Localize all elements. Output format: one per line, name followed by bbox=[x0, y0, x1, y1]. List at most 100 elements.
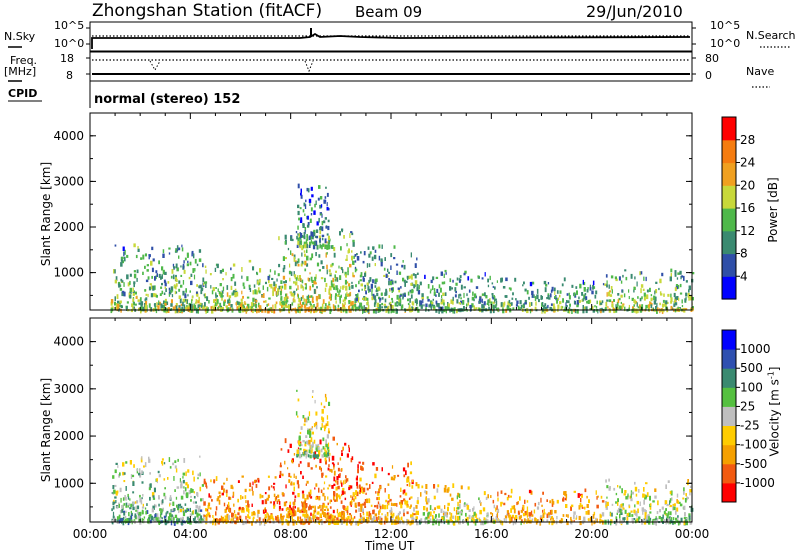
data-cell bbox=[297, 303, 300, 308]
data-cell bbox=[582, 298, 584, 302]
data-cell bbox=[248, 508, 250, 514]
data-cell bbox=[412, 273, 415, 276]
data-cell bbox=[528, 489, 532, 494]
data-cell bbox=[114, 301, 116, 306]
data-cell bbox=[275, 301, 278, 305]
data-cell bbox=[320, 213, 322, 216]
velocity-ylabel: Slant Range [km] bbox=[39, 377, 53, 483]
data-cell bbox=[338, 265, 340, 269]
data-cell bbox=[380, 258, 383, 263]
data-cell bbox=[607, 520, 610, 525]
data-cell bbox=[315, 282, 317, 285]
data-cell bbox=[249, 288, 252, 292]
data-cell bbox=[337, 512, 340, 518]
data-cell bbox=[302, 521, 305, 526]
data-cell bbox=[318, 496, 321, 501]
data-cell bbox=[690, 507, 693, 513]
data-cell bbox=[547, 513, 551, 518]
data-cell bbox=[304, 253, 306, 257]
data-cell bbox=[597, 309, 599, 314]
data-cell bbox=[175, 496, 178, 500]
data-cell bbox=[376, 302, 379, 307]
data-cell bbox=[350, 520, 353, 526]
data-cell bbox=[548, 521, 551, 525]
data-cell bbox=[557, 304, 560, 309]
data-cell bbox=[503, 502, 506, 506]
data-cell bbox=[137, 299, 140, 302]
data-cell bbox=[491, 282, 494, 285]
data-cell bbox=[677, 515, 679, 518]
colorbar-tick-label: 4 bbox=[740, 269, 748, 283]
data-cell bbox=[613, 299, 615, 302]
data-cell bbox=[291, 515, 293, 520]
data-cell bbox=[641, 519, 645, 523]
data-cell bbox=[191, 489, 194, 493]
data-cell bbox=[587, 287, 589, 290]
data-cell bbox=[117, 465, 119, 468]
data-cell bbox=[667, 511, 670, 516]
data-cell bbox=[632, 306, 635, 310]
data-cell bbox=[393, 475, 396, 479]
data-cell bbox=[531, 281, 535, 285]
data-cell bbox=[322, 492, 325, 497]
data-cell bbox=[171, 514, 173, 518]
data-cell bbox=[314, 308, 318, 313]
data-cell bbox=[165, 309, 168, 314]
data-cell bbox=[676, 519, 678, 523]
data-cell bbox=[255, 479, 258, 483]
data-cell bbox=[273, 501, 276, 506]
data-cell bbox=[324, 277, 326, 283]
data-cell bbox=[486, 519, 489, 524]
data-cell bbox=[241, 496, 244, 499]
data-cell bbox=[276, 500, 279, 505]
data-cell bbox=[270, 485, 273, 488]
data-cell bbox=[179, 509, 182, 513]
data-cell bbox=[309, 257, 313, 261]
data-cell bbox=[112, 505, 115, 510]
data-cell bbox=[262, 518, 265, 522]
data-cell bbox=[232, 491, 235, 497]
data-cell bbox=[416, 306, 419, 311]
data-cell bbox=[297, 183, 300, 189]
data-cell bbox=[397, 287, 400, 290]
data-cell bbox=[666, 513, 668, 517]
data-cell bbox=[171, 516, 174, 521]
data-cell bbox=[396, 503, 398, 507]
data-cell bbox=[640, 288, 642, 294]
data-cell bbox=[508, 513, 510, 518]
data-cell bbox=[173, 521, 176, 526]
data-cell bbox=[310, 449, 313, 454]
data-cell bbox=[483, 301, 486, 306]
ytick-label: 2000 bbox=[53, 429, 84, 443]
data-cell bbox=[333, 286, 335, 290]
data-cell bbox=[307, 307, 310, 312]
data-cell bbox=[502, 302, 505, 308]
data-cell bbox=[661, 506, 664, 510]
data-cell bbox=[375, 309, 377, 314]
data-cell bbox=[184, 503, 187, 506]
data-cell bbox=[158, 300, 160, 304]
data-cell bbox=[310, 207, 313, 212]
data-cell bbox=[642, 288, 645, 291]
data-cell bbox=[544, 287, 547, 293]
data-cell bbox=[182, 290, 185, 296]
data-cell bbox=[614, 276, 617, 280]
data-cell bbox=[294, 511, 297, 516]
data-cell bbox=[305, 451, 308, 455]
data-cell bbox=[522, 505, 525, 510]
data-cell bbox=[466, 516, 469, 521]
data-cell bbox=[119, 288, 123, 291]
data-cell bbox=[359, 477, 362, 482]
colorbar-tick-label: 1000 bbox=[740, 342, 771, 356]
data-cell bbox=[128, 503, 130, 507]
data-cell bbox=[281, 520, 284, 526]
data-cell bbox=[148, 257, 150, 260]
data-cell bbox=[327, 430, 330, 434]
data-cell bbox=[231, 512, 234, 518]
data-cell bbox=[675, 510, 677, 515]
data-cell bbox=[685, 493, 687, 497]
data-cell bbox=[410, 461, 412, 466]
colorbar-tick-label: -100 bbox=[740, 438, 767, 452]
data-cell bbox=[383, 504, 387, 510]
data-cell bbox=[663, 519, 666, 523]
